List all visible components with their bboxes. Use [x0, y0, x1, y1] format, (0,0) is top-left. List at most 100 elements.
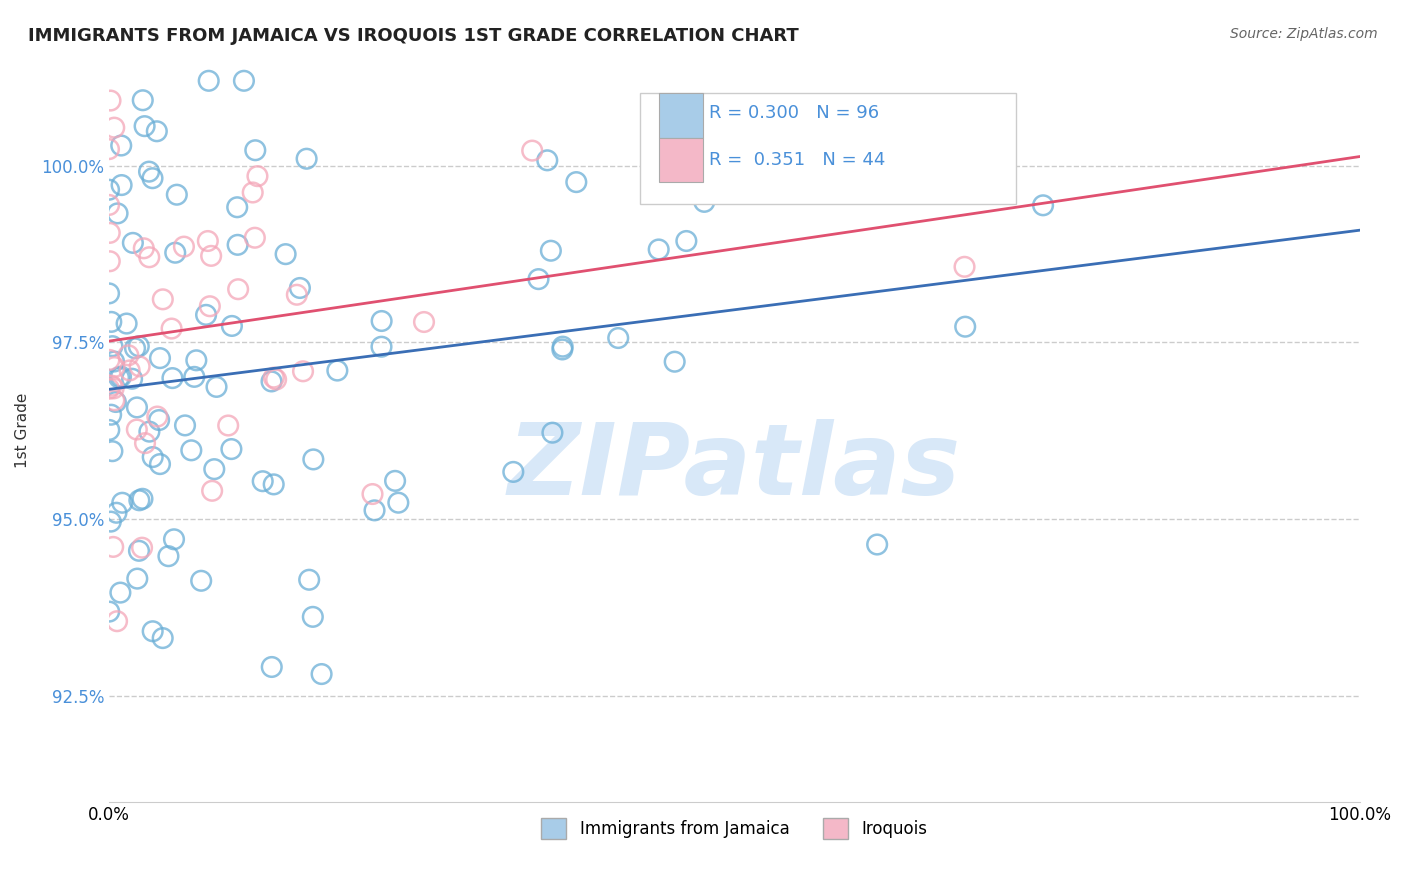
Point — [103, 120, 125, 135]
Point — [165, 245, 187, 260]
Point — [502, 465, 524, 479]
Point — [221, 442, 243, 456]
Point — [148, 413, 170, 427]
Point — [104, 395, 127, 409]
Y-axis label: 1st Grade: 1st Grade — [15, 392, 30, 468]
Point — [180, 443, 202, 458]
Point — [101, 339, 124, 353]
Point — [536, 153, 558, 168]
Point — [183, 369, 205, 384]
Point — [413, 315, 436, 329]
Point — [128, 493, 150, 508]
Point — [285, 287, 308, 301]
Point — [233, 74, 256, 88]
Point — [107, 206, 129, 220]
Point — [131, 491, 153, 506]
Point — [146, 124, 169, 138]
Point — [541, 425, 564, 440]
Point — [149, 457, 172, 471]
Point — [128, 339, 150, 353]
Point — [142, 624, 165, 639]
Point — [226, 282, 249, 296]
Point — [190, 574, 212, 588]
Point — [551, 343, 574, 357]
Point — [103, 354, 125, 368]
Point — [98, 353, 121, 368]
FancyBboxPatch shape — [659, 137, 703, 182]
Point — [361, 487, 384, 501]
Point — [914, 186, 936, 201]
Point — [326, 363, 349, 377]
Point — [152, 293, 174, 307]
Point — [160, 321, 183, 335]
Point — [103, 381, 125, 395]
Point — [298, 573, 321, 587]
Point — [197, 74, 219, 88]
Point — [675, 234, 697, 248]
Point — [124, 341, 146, 355]
Point — [363, 503, 385, 517]
Point — [125, 401, 148, 415]
Point — [152, 631, 174, 645]
Point — [122, 235, 145, 250]
Point — [1032, 198, 1054, 212]
Point — [274, 247, 297, 261]
Point — [186, 353, 208, 368]
Point — [98, 382, 121, 396]
Point — [260, 660, 283, 674]
Point — [110, 585, 132, 599]
Point — [134, 119, 156, 133]
Point — [101, 444, 124, 458]
Point — [263, 370, 285, 384]
Point — [302, 452, 325, 467]
Point — [201, 483, 224, 498]
Point — [866, 537, 889, 551]
Point — [149, 351, 172, 365]
Point — [551, 340, 574, 354]
Point — [100, 515, 122, 529]
Point — [98, 254, 121, 268]
Point — [110, 369, 132, 384]
Point — [540, 244, 562, 258]
Point — [607, 331, 630, 345]
Point — [198, 299, 221, 313]
Point — [128, 359, 150, 374]
Point — [132, 93, 155, 107]
Point — [202, 462, 225, 476]
Point — [142, 450, 165, 464]
Point — [246, 169, 269, 183]
Point — [260, 375, 283, 389]
Point — [565, 175, 588, 189]
Legend: Immigrants from Jamaica, Iroquois: Immigrants from Jamaica, Iroquois — [534, 812, 934, 846]
Point — [226, 200, 249, 214]
Point — [205, 380, 228, 394]
Point — [527, 272, 550, 286]
Point — [295, 152, 318, 166]
Point — [242, 186, 264, 200]
Point — [138, 164, 160, 178]
Point — [146, 409, 169, 424]
Point — [105, 506, 128, 520]
Point — [138, 425, 160, 439]
FancyBboxPatch shape — [659, 93, 703, 137]
Point — [217, 418, 239, 433]
Point — [263, 477, 285, 491]
Point — [98, 605, 121, 619]
Point — [664, 355, 686, 369]
Point — [98, 142, 121, 156]
Point — [163, 533, 186, 547]
Point — [174, 418, 197, 433]
Point — [110, 138, 132, 153]
Point — [103, 540, 125, 554]
Point — [221, 318, 243, 333]
Point — [100, 408, 122, 422]
Point — [105, 614, 128, 628]
Point — [252, 474, 274, 488]
Point — [953, 319, 976, 334]
Point — [522, 144, 544, 158]
Point — [125, 423, 148, 437]
Point — [98, 226, 121, 240]
Point — [108, 370, 131, 384]
Point — [132, 241, 155, 255]
Text: IMMIGRANTS FROM JAMAICA VS IROQUOIS 1ST GRADE CORRELATION CHART: IMMIGRANTS FROM JAMAICA VS IROQUOIS 1ST … — [28, 27, 799, 45]
